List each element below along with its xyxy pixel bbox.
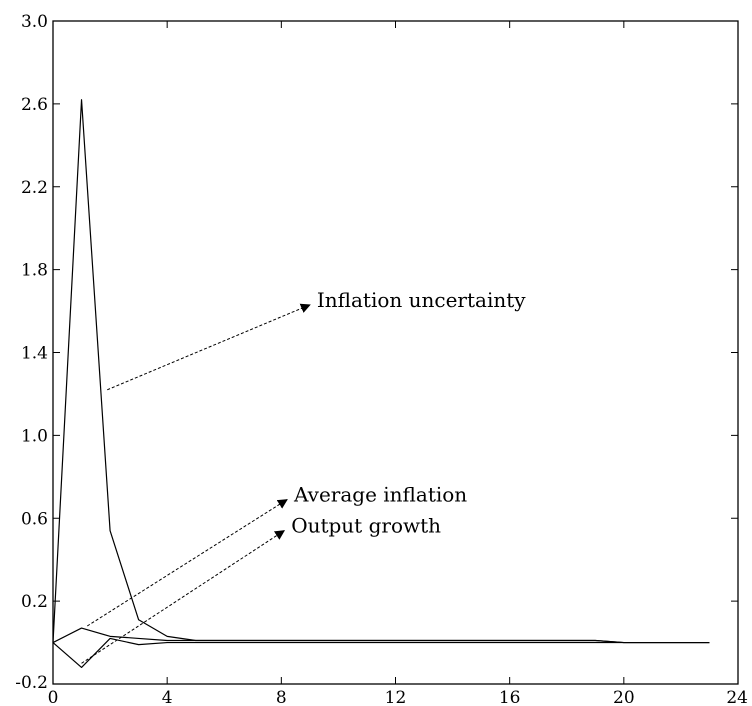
- x-tick-label: 12: [385, 688, 407, 706]
- annotation-label-output-growth: Output growth: [291, 514, 441, 538]
- series-line-inflation-uncertainty: [52, 99, 710, 644]
- y-tick-label: 2.6: [21, 95, 48, 115]
- series-line-output-growth: [52, 637, 710, 669]
- x-tick-label: 16: [499, 688, 521, 706]
- x-tick-label: 8: [276, 688, 287, 706]
- y-tick-label: -0.2: [15, 673, 48, 693]
- x-tick-label: 4: [162, 688, 173, 706]
- x-tick-label: 24: [726, 688, 748, 706]
- annotation-label-average-inflation: Average inflation: [293, 483, 467, 507]
- y-tick-label: 1.8: [21, 261, 48, 281]
- y-tick-label: 2.2: [21, 178, 48, 198]
- y-tick-label: 3.0: [21, 12, 48, 32]
- plot-area-border: [52, 20, 739, 685]
- y-tick-label: 0.2: [21, 592, 48, 612]
- x-tick-label: 20: [613, 688, 635, 706]
- y-tick-label: 1.0: [21, 426, 48, 446]
- annotation-arrow: [86, 499, 288, 627]
- x-tick-label: 0: [48, 688, 59, 706]
- y-tick-label: 1.4: [21, 344, 48, 364]
- y-tick-label: 0.6: [21, 509, 48, 529]
- series-line-average-inflation: [52, 627, 710, 644]
- annotation-label-inflation-uncertainty: Inflation uncertainty: [317, 288, 526, 312]
- annotation-arrow: [107, 303, 311, 391]
- annotation-arrow: [81, 530, 286, 664]
